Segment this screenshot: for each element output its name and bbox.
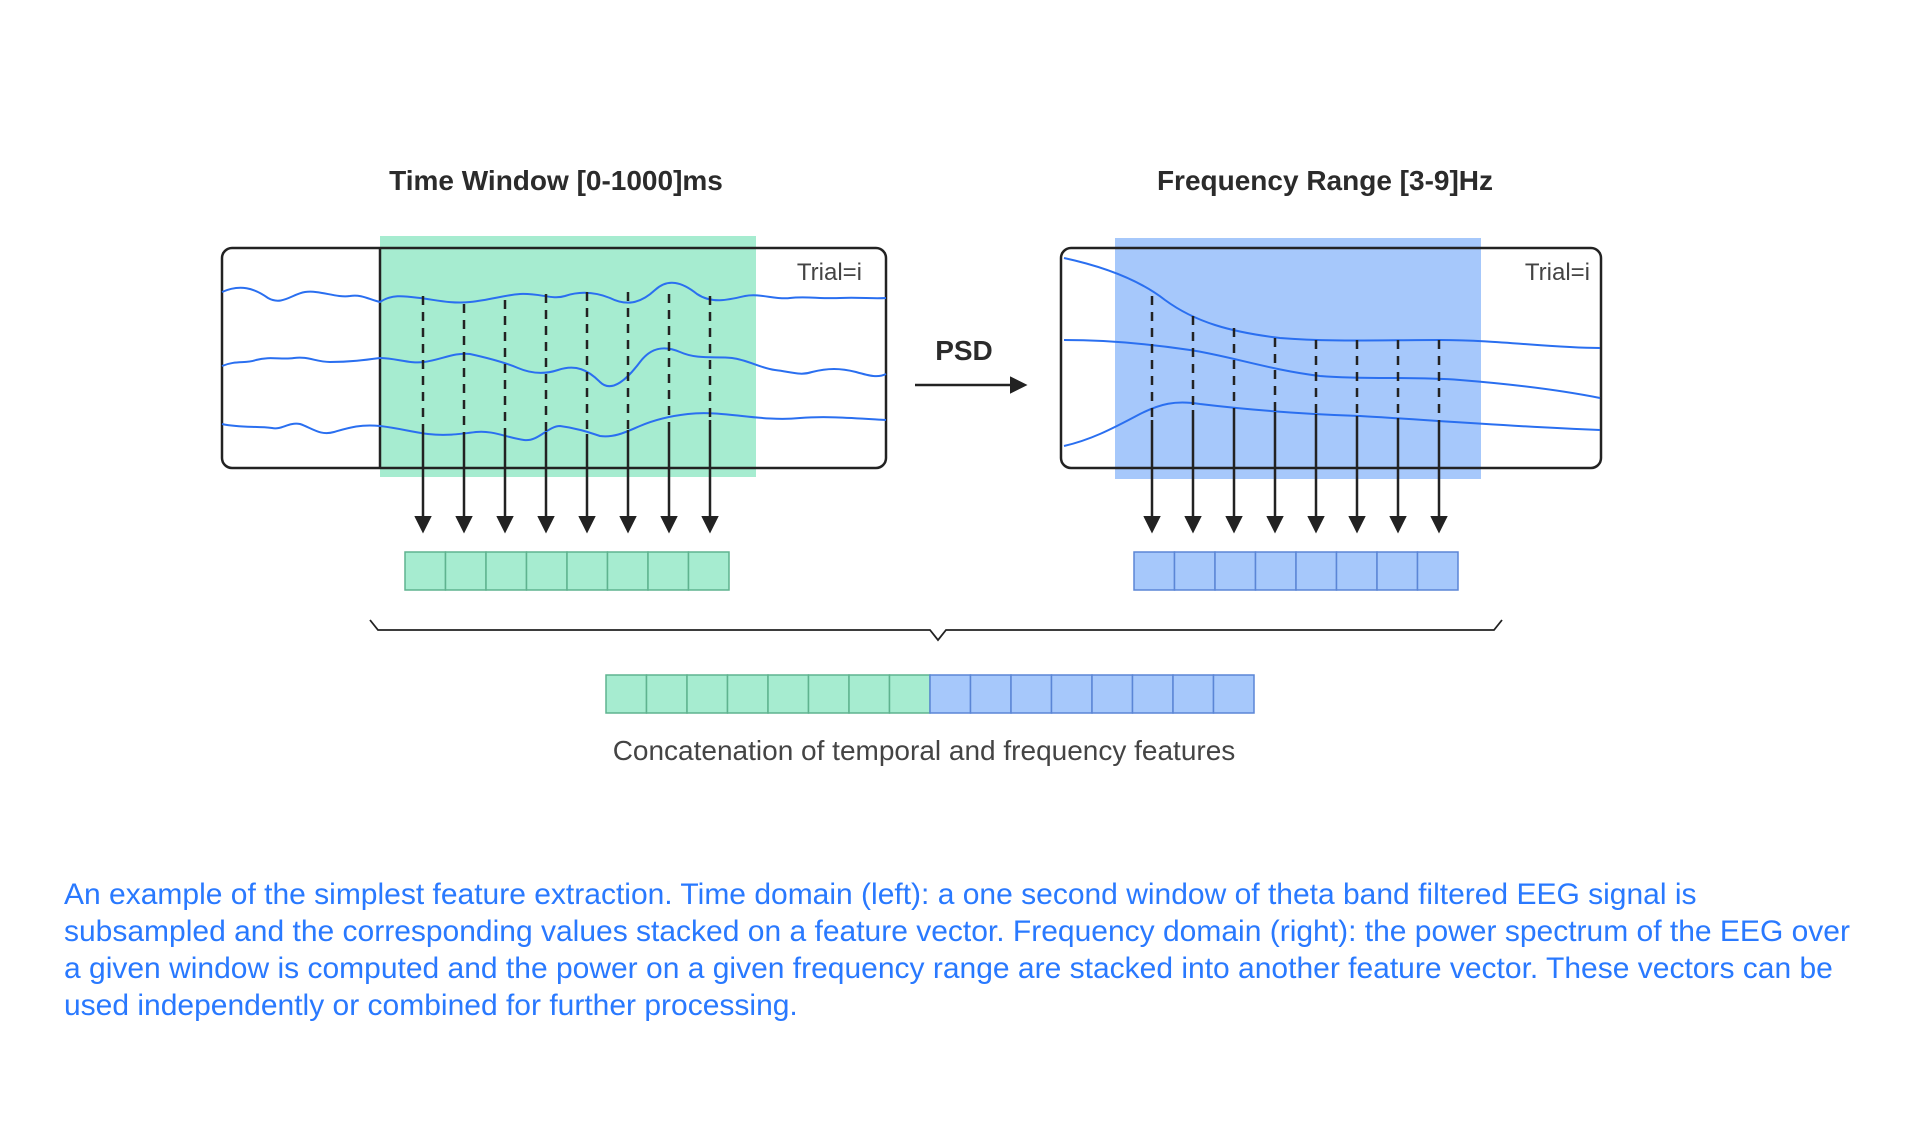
temporal-feature-cell: [525, 551, 568, 591]
trial-label-right: Trial=i: [1525, 259, 1590, 286]
temporal-feature-cell: [647, 551, 690, 591]
concat-frequency-cell: [1091, 674, 1134, 714]
time-sampling-lines: [421, 292, 712, 434]
frequency-sampling-lines: [1150, 296, 1441, 420]
concat-temporal-cell: [686, 674, 729, 714]
concat-temporal-cell: [767, 674, 810, 714]
frequency-feature-vector: [1133, 551, 1459, 591]
frequency-feature-cell: [1295, 551, 1338, 591]
frequency-feature-cell: [1376, 551, 1419, 591]
frequency-range-highlight: [1115, 238, 1481, 479]
eeg-signal-2: [221, 347, 887, 388]
temporal-feature-cell: [404, 551, 447, 591]
concat-temporal-cell: [848, 674, 891, 714]
temporal-feature-cell: [444, 551, 487, 591]
eeg-trial-box: [220, 246, 888, 470]
concatenation-brace: [369, 619, 1503, 642]
concatenated-feature-vector: [605, 674, 1255, 714]
concat-temporal-cell: [645, 674, 688, 714]
concat-frequency-cell: [1172, 674, 1215, 714]
frequency-feature-cell: [1173, 551, 1216, 591]
psd-trial-box: [1059, 246, 1603, 470]
frequency-feature-cell: [1254, 551, 1297, 591]
concat-temporal-cell: [726, 674, 769, 714]
temporal-feature-cell: [606, 551, 649, 591]
concat-frequency-cell: [1131, 674, 1174, 714]
figure-caption: An example of the simplest feature extra…: [64, 878, 1850, 1022]
psd-label: PSD: [935, 335, 993, 366]
psd-curve-1: [1063, 257, 1601, 349]
frequency-domain-panel: Trial=i: [1059, 238, 1603, 591]
concat-frequency-cell: [929, 674, 972, 714]
frequency-feature-cell: [1416, 551, 1459, 591]
eeg-signal-3: [221, 412, 887, 442]
temporal-feature-cell: [566, 551, 609, 591]
frequency-feature-cell: [1335, 551, 1378, 591]
concat-temporal-cell: [807, 674, 850, 714]
concat-temporal-cell: [888, 674, 931, 714]
concat-frequency-cell: [1010, 674, 1053, 714]
temporal-feature-cell: [485, 551, 528, 591]
temporal-feature-cell: [687, 551, 730, 591]
concat-frequency-cell: [1212, 674, 1255, 714]
concat-frequency-cell: [969, 674, 1012, 714]
frequency-feature-cell: [1214, 551, 1257, 591]
psd-transform: PSD: [915, 335, 1028, 394]
time-sample-arrows: [414, 420, 719, 534]
time-window-title: Time Window [0-1000]ms: [389, 165, 723, 196]
frequency-feature-cell: [1133, 551, 1176, 591]
concat-frequency-cell: [1050, 674, 1093, 714]
concatenation-label: Concatenation of temporal and frequency …: [613, 735, 1236, 766]
frequency-range-title: Frequency Range [3-9]Hz: [1157, 165, 1493, 196]
trial-label-left: Trial=i: [797, 259, 862, 286]
time-domain-panel: Trial=i: [220, 236, 888, 591]
temporal-feature-vector: [404, 551, 730, 591]
frequency-sample-arrows: [1143, 408, 1448, 534]
psd-curve-3: [1063, 401, 1601, 447]
concat-temporal-cell: [605, 674, 648, 714]
